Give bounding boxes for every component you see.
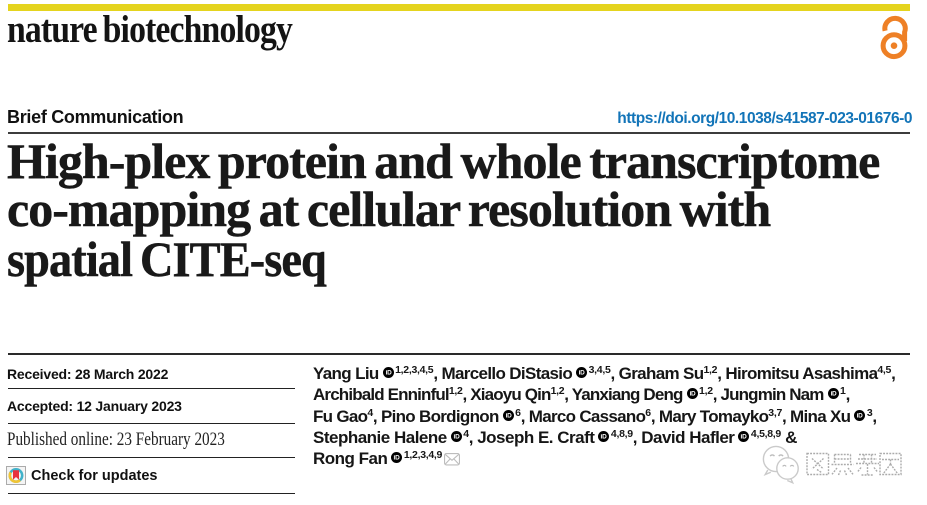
svg-text:iD: iD [505,412,511,419]
svg-text:iD: iD [579,370,585,377]
svg-text:iD: iD [601,434,608,441]
svg-text:iD: iD [689,391,695,398]
svg-text:iD: iD [385,370,391,377]
svg-text:iD: iD [394,455,401,462]
svg-text:iD: iD [741,434,748,441]
svg-text:iD: iD [830,391,836,398]
svg-text:iD: iD [857,412,863,419]
svg-text:iD: iD [453,434,460,441]
